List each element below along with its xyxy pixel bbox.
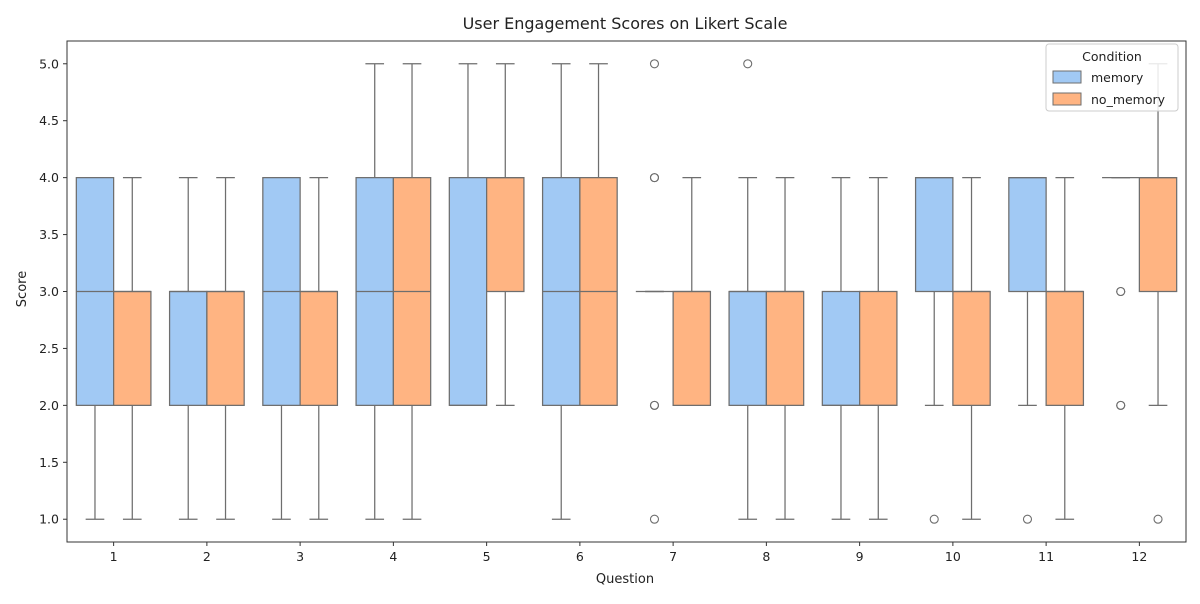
box-no-memory xyxy=(486,177,525,293)
legend-title: Condition xyxy=(1082,49,1142,64)
legend: Condition memory no_memory xyxy=(1045,43,1179,112)
box-no-memory xyxy=(113,290,152,406)
legend-swatch-memory xyxy=(1052,70,1082,84)
x-tick-label: 7 xyxy=(669,549,677,564)
x-tick-label: 6 xyxy=(576,549,584,564)
legend-swatch-no-memory xyxy=(1052,92,1082,106)
box-memory xyxy=(1008,177,1047,293)
x-tick-label: 5 xyxy=(483,549,491,564)
y-tick-label: 2.5 xyxy=(39,341,59,356)
x-tick-label: 11 xyxy=(1038,549,1054,564)
x-tick-label: 8 xyxy=(762,549,770,564)
x-tick-label: 1 xyxy=(110,549,118,564)
chart-title: User Engagement Scores on Likert Scale xyxy=(463,14,788,33)
y-axis-label: Score xyxy=(15,271,30,307)
box-no-memory xyxy=(206,290,245,406)
outlier-no-memory xyxy=(1153,514,1163,524)
outlier-memory xyxy=(649,173,660,183)
box-memory xyxy=(914,177,954,293)
x-axis-label: Question xyxy=(596,572,654,587)
y-tick-label: 1.0 xyxy=(39,512,59,527)
outlier-memory xyxy=(649,59,660,69)
x-tick-label: 9 xyxy=(856,549,864,564)
x-tick-label: 2 xyxy=(203,549,211,564)
box-memory xyxy=(168,290,208,406)
y-tick-label: 5.0 xyxy=(39,56,59,71)
box-no-memory xyxy=(859,290,898,406)
outlier-memory xyxy=(1116,400,1126,410)
y-tick-label: 4.5 xyxy=(39,113,59,128)
box-no-memory xyxy=(1138,177,1178,293)
box-memory xyxy=(821,290,861,406)
box-no-memory xyxy=(1045,290,1085,406)
box-no-memory xyxy=(299,290,339,406)
plot-area: 1.01.52.02.53.03.54.04.55.01 2 3 4 5 6 7 8 9 10 11… xyxy=(39,40,1187,564)
outlier-memory xyxy=(649,400,660,410)
outlier-memory xyxy=(1116,286,1126,297)
y-tick-label: 3.5 xyxy=(39,227,59,242)
y-tick-label: 2.0 xyxy=(39,398,59,413)
y-tick-label: 1.5 xyxy=(39,455,59,470)
x-tick-label: 3 xyxy=(296,549,304,564)
outlier-memory xyxy=(649,514,660,524)
legend-label-no-memory: no_memory xyxy=(1091,92,1166,107)
box-memory xyxy=(448,177,488,406)
outlier-memory xyxy=(1022,514,1033,524)
x-tick-label: 4 xyxy=(389,549,397,564)
y-tick-label: 4.0 xyxy=(39,170,59,185)
outlier-memory xyxy=(743,59,753,69)
box-memory xyxy=(728,290,768,406)
outlier-memory xyxy=(929,514,939,524)
box-no-memory xyxy=(672,290,712,406)
x-tick-label: 12 xyxy=(1131,549,1147,564)
box-no-memory xyxy=(765,290,805,406)
y-tick-label: 3.0 xyxy=(39,284,59,299)
box-no-memory xyxy=(952,290,991,406)
x-tick-label: 10 xyxy=(945,549,961,564)
legend-label-memory: memory xyxy=(1091,70,1144,85)
